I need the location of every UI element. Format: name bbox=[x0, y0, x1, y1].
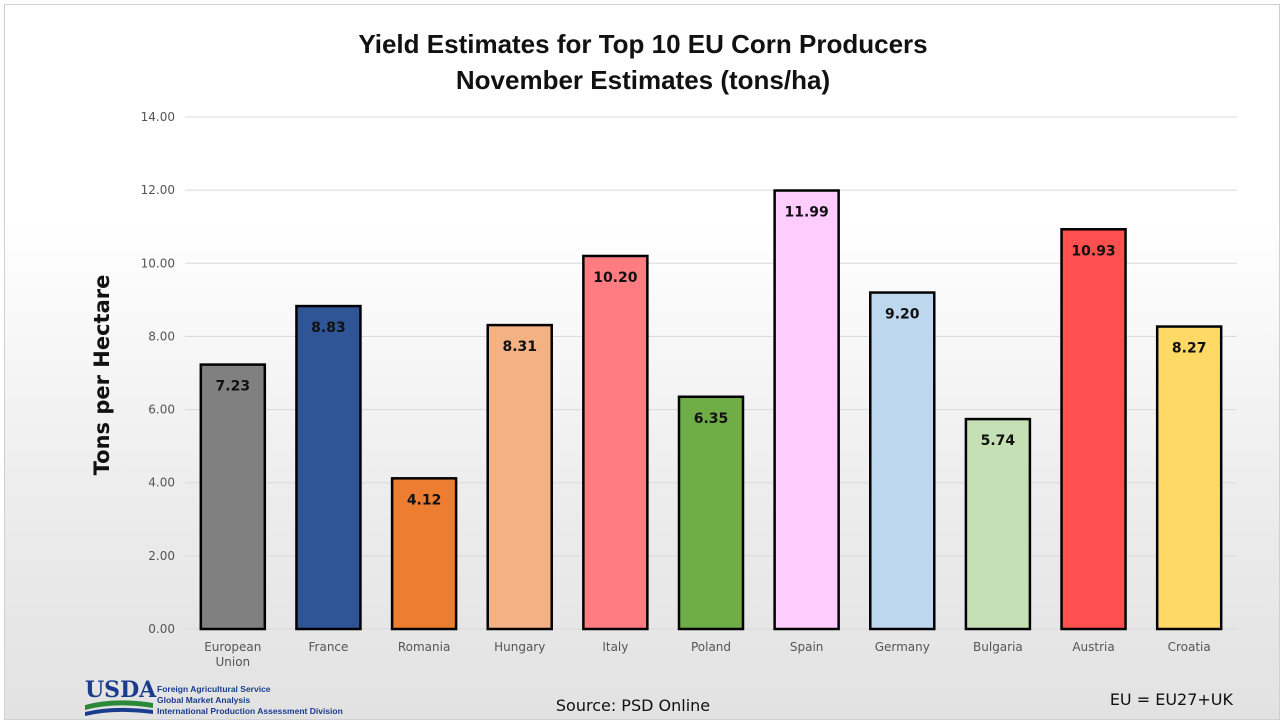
data-label: 4.12 bbox=[407, 492, 442, 508]
usda-logo-swoosh bbox=[85, 700, 153, 710]
x-tick-label: Italy bbox=[602, 640, 628, 654]
bar bbox=[582, 254, 649, 631]
x-tick-label: Romania bbox=[398, 640, 450, 654]
bar bbox=[199, 363, 267, 631]
y-axis-ticks: 0.00 2.00 4.00 6.00 8.00 10.00 12.00 14.00 bbox=[141, 110, 175, 636]
usda-agency-line-3: International Production Assessment Divi… bbox=[157, 706, 343, 716]
data-label: 10.20 bbox=[593, 270, 638, 286]
bar bbox=[964, 417, 1032, 631]
data-label: 8.27 bbox=[1172, 341, 1207, 357]
usda-agency-line-1: Foreign Agricultural Service bbox=[157, 684, 271, 694]
y-tick-label: 8.00 bbox=[148, 329, 175, 343]
usda-agency-line-2: Global Market Analysis bbox=[157, 695, 250, 705]
data-label: 6.35 bbox=[694, 411, 729, 427]
bar bbox=[869, 291, 936, 631]
x-tick-label: Germany bbox=[875, 640, 930, 654]
bar bbox=[1060, 228, 1127, 631]
bar bbox=[295, 304, 362, 631]
x-tick-label: European Union bbox=[204, 640, 261, 669]
y-tick-label: 14.00 bbox=[141, 110, 175, 124]
usda-logo: USDA Foreign Agricultural Service Global… bbox=[85, 677, 343, 716]
x-axis-categories: European Union France Romania Hungary Italy Po… bbox=[204, 640, 1211, 669]
y-tick-label: 0.00 bbox=[148, 622, 175, 636]
bars bbox=[199, 189, 1223, 631]
x-tick-label: Croatia bbox=[1168, 640, 1211, 654]
x-tick-label: Poland bbox=[691, 640, 731, 654]
bar bbox=[773, 189, 840, 631]
x-tick-label: Hungary bbox=[494, 640, 545, 654]
bar bbox=[1155, 325, 1223, 631]
y-tick-label: 4.00 bbox=[148, 476, 175, 490]
chart-frame: Yield Estimates for Top 10 EU Corn Produ… bbox=[4, 4, 1280, 720]
data-label: 11.99 bbox=[784, 205, 828, 221]
x-tick-label: Bulgaria bbox=[973, 640, 1023, 654]
data-label: 8.83 bbox=[311, 320, 346, 336]
bar bbox=[390, 477, 458, 631]
chart-subtitle: November Estimates (tons/ha) bbox=[456, 65, 830, 95]
y-axis-label: Tons per Hectare bbox=[90, 275, 114, 476]
y-tick-label: 10.00 bbox=[141, 256, 175, 270]
y-tick-label: 6.00 bbox=[148, 403, 175, 417]
data-label: 8.31 bbox=[502, 339, 537, 355]
data-label: 10.93 bbox=[1071, 243, 1115, 259]
data-label: 5.74 bbox=[981, 433, 1016, 449]
data-label: 7.23 bbox=[216, 379, 251, 395]
bar bbox=[486, 323, 553, 631]
y-tick-label: 12.00 bbox=[141, 183, 175, 197]
x-tick-label: Spain bbox=[790, 640, 824, 654]
eu-note: EU = EU27+UK bbox=[1110, 690, 1234, 709]
usda-logo-text: USDA bbox=[85, 677, 157, 703]
bar bbox=[677, 395, 745, 631]
x-tick-label: France bbox=[309, 640, 349, 654]
bar-chart: Yield Estimates for Top 10 EU Corn Produ… bbox=[85, 29, 1237, 716]
x-tick-label: Austria bbox=[1072, 640, 1114, 654]
data-label: 9.20 bbox=[885, 307, 920, 323]
source-note: Source: PSD Online bbox=[556, 696, 710, 715]
chart-title: Yield Estimates for Top 10 EU Corn Produ… bbox=[358, 29, 927, 59]
y-tick-label: 2.00 bbox=[148, 549, 175, 563]
data-labels: 7.23 8.83 4.12 8.31 10.20 6.35 11.99 9.20 5.74 10… bbox=[216, 205, 1207, 509]
